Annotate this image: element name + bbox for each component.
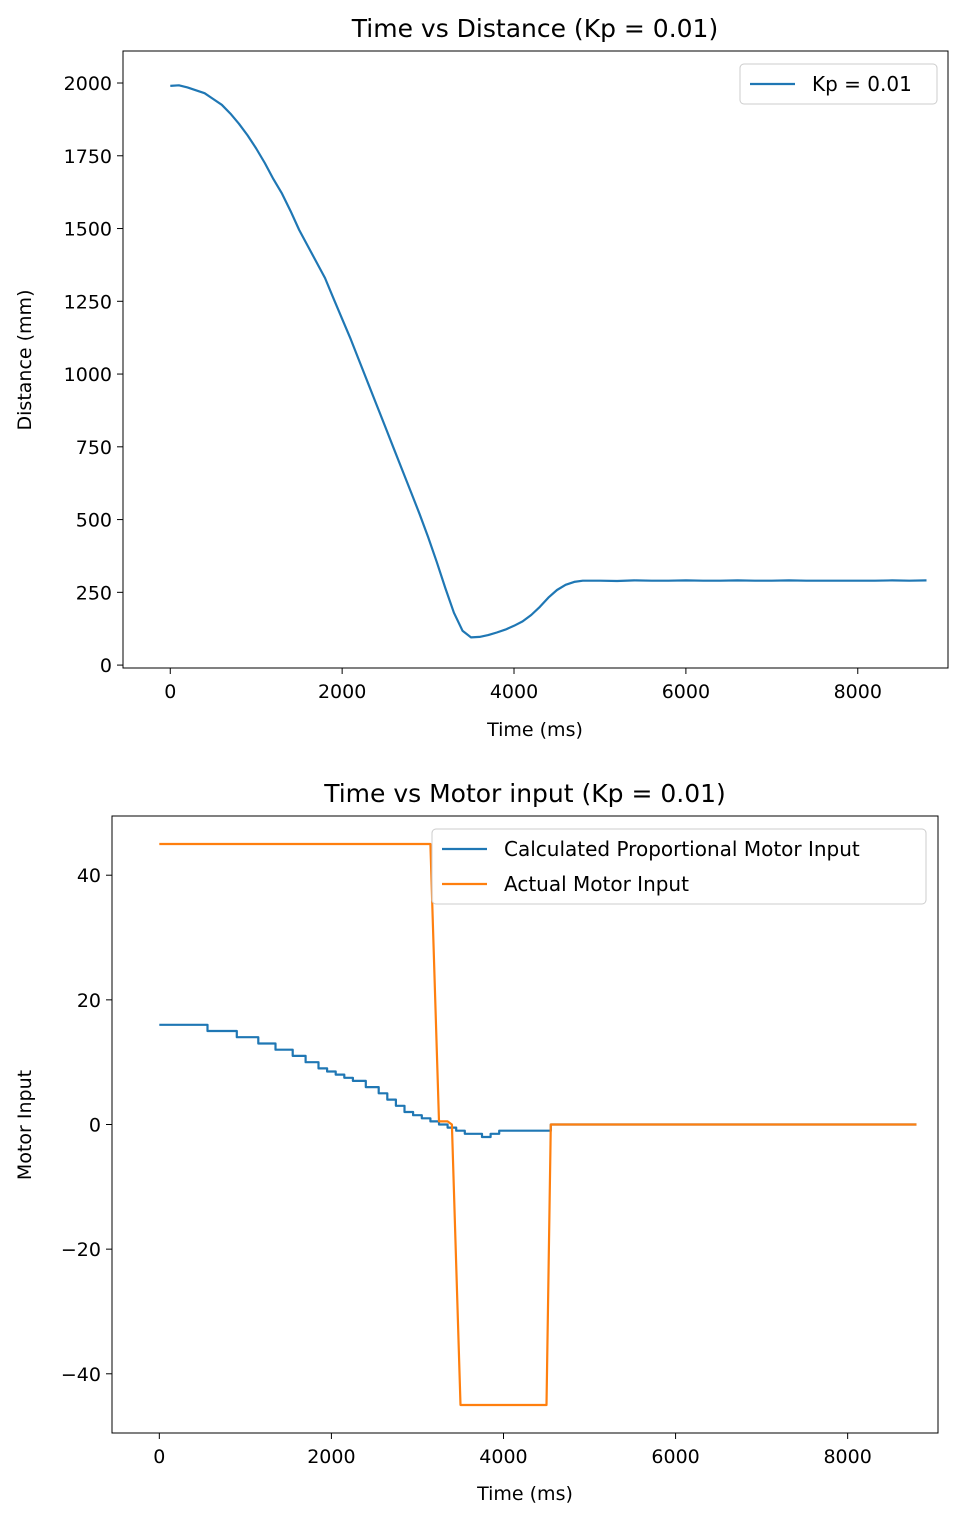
y-tick-label: 1500 [64, 219, 112, 241]
x-tick-label: 6000 [651, 1446, 699, 1468]
x-tick-label: 8000 [823, 1446, 871, 1468]
x-axis-label: Time (ms) [476, 1483, 573, 1505]
chart-title: Time vs Distance (Kp = 0.01) [351, 14, 718, 43]
series-line-2 [159, 842, 917, 1407]
plot-area [123, 51, 948, 668]
x-tick-label: 6000 [662, 681, 710, 703]
y-tick-label: −20 [61, 1239, 101, 1261]
y-tick-label: 250 [76, 582, 112, 604]
x-axis-label: Time (ms) [486, 719, 583, 741]
plot-frame [122, 50, 949, 669]
legend-label: Kp = 0.01 [812, 72, 912, 96]
y-tick-label: 1250 [64, 291, 112, 313]
y-tick-label: −40 [61, 1364, 101, 1386]
y-tick-label: 500 [76, 510, 112, 532]
legend-box [739, 63, 938, 105]
x-tick-label: 4000 [479, 1446, 527, 1468]
legend-label: Actual Motor Input [504, 872, 689, 896]
legend-label: Calculated Proportional Motor Input [504, 837, 860, 861]
legend: Kp = 0.01 [739, 63, 938, 105]
motor-input-chart: Time vs Motor input (Kp = 0.01) 0 2000 400… [14, 779, 939, 1505]
series-line-1 [159, 1023, 917, 1139]
y-tick-label: 0 [100, 655, 112, 677]
y-tick-label: 40 [77, 865, 101, 887]
series-line-1 [170, 84, 927, 639]
y-tick-label: 1750 [64, 146, 112, 168]
distance-chart: Time vs Distance (Kp = 0.01) 0 2000 4000 60… [14, 14, 949, 741]
y-tick-label: 1000 [64, 364, 112, 386]
y-tick-label: 750 [76, 437, 112, 459]
y-tick-label: 20 [77, 990, 101, 1012]
y-axis-label: Distance (mm) [14, 290, 36, 431]
x-tick-label: 2000 [307, 1446, 355, 1468]
x-tick-label: 4000 [490, 681, 538, 703]
y-axis-label: Motor Input [14, 1070, 36, 1180]
x-tick-label: 0 [153, 1446, 165, 1468]
y-tick-label: 0 [89, 1115, 101, 1137]
x-tick-label: 8000 [834, 681, 882, 703]
chart-title: Time vs Motor input (Kp = 0.01) [323, 779, 726, 808]
y-tick-label: 2000 [64, 73, 112, 95]
plot-frame [111, 815, 939, 1434]
legend-box [431, 828, 927, 905]
x-tick-label: 0 [164, 681, 176, 703]
x-tick-label: 2000 [318, 681, 366, 703]
legend: Calculated Proportional Motor Input Actua… [431, 828, 927, 905]
